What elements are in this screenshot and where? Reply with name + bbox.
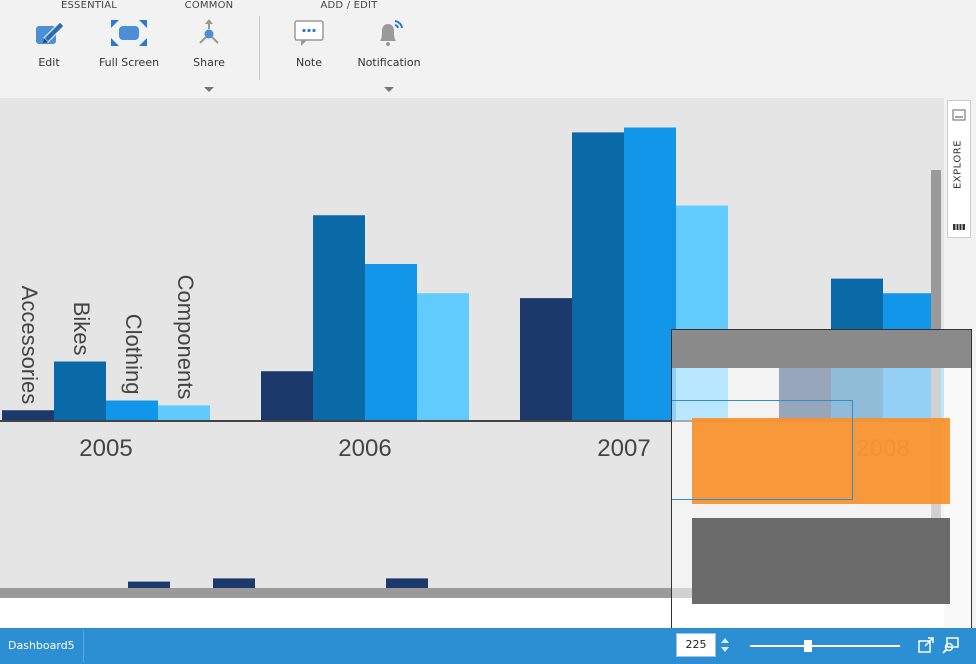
- bar-2005-clothing[interactable]: [106, 400, 158, 421]
- notification-button-label: Notification: [357, 56, 421, 69]
- category-label-2005: 2005: [79, 435, 132, 462]
- note-button[interactable]: Note: [274, 18, 344, 80]
- ribbon-separator: [259, 16, 260, 80]
- status-bar: Dashboard5 225: [0, 628, 976, 664]
- bar-2005-components[interactable]: [158, 405, 210, 420]
- series-label-accessories: Accessories: [17, 286, 42, 405]
- overview-bar: [386, 578, 428, 588]
- drag-preview-overlay: [671, 329, 972, 630]
- bar-2007-accessories[interactable]: [520, 298, 572, 420]
- edit-button[interactable]: Edit: [14, 18, 84, 80]
- selection-outline: [672, 400, 853, 500]
- full-screen-icon: [111, 20, 147, 46]
- grip-icon: [953, 224, 965, 230]
- bar-2007-bikes[interactable]: [572, 132, 624, 420]
- bar-2006-bikes[interactable]: [313, 215, 365, 420]
- explore-tab[interactable]: EXPLORE: [947, 100, 971, 238]
- edit-icon: [36, 21, 65, 44]
- zoom-window-icon[interactable]: [942, 636, 960, 654]
- zoom-input[interactable]: 225: [676, 633, 716, 657]
- full-screen-button-label: Full Screen: [98, 56, 160, 69]
- horizontal-scrollbar[interactable]: [0, 588, 944, 598]
- zoom-slider-thumb[interactable]: [804, 640, 812, 652]
- series-label-components: Components: [173, 275, 198, 400]
- note-button-label: Note: [295, 56, 323, 69]
- series-label-bikes: Bikes: [69, 302, 94, 356]
- explore-tab-label: EXPLORE: [952, 139, 964, 190]
- drop-target-highlight: [692, 418, 950, 504]
- category-label-2007: 2007: [597, 435, 650, 462]
- series-label-clothing: Clothing: [121, 314, 146, 395]
- bar-2006-clothing[interactable]: [365, 264, 417, 420]
- placeholder-block: [692, 518, 950, 604]
- group-label-add-edit: ADD / EDIT: [320, 0, 378, 11]
- bar-2005-accessories[interactable]: [2, 410, 54, 420]
- notification-bell-icon: [380, 20, 403, 46]
- overlay-header: [672, 330, 971, 368]
- ribbon-toolbar: ESSENTIAL COMMON ADD / EDIT Edit Full Sc…: [0, 0, 976, 98]
- overview-bar: [128, 581, 170, 588]
- bar-2006-components[interactable]: [417, 293, 469, 420]
- minimize-icon: [952, 109, 966, 121]
- share-button[interactable]: Share: [174, 18, 244, 80]
- group-label-essential: ESSENTIAL: [60, 0, 118, 11]
- share-button-label: Share: [193, 56, 225, 69]
- zoom-slider-track[interactable]: [750, 645, 900, 647]
- zoom-stepper-icon[interactable]: [720, 637, 730, 653]
- group-label-common: COMMON: [184, 0, 234, 11]
- bar-2006-accessories[interactable]: [261, 371, 313, 420]
- share-icon: [199, 19, 219, 44]
- notification-dropdown-caret-icon[interactable]: [384, 87, 394, 92]
- bar-2007-clothing[interactable]: [624, 127, 676, 421]
- bar-2005-bikes[interactable]: [54, 361, 106, 421]
- edit-button-label: Edit: [38, 56, 60, 69]
- note-icon: [294, 20, 324, 46]
- overview-bar: [213, 578, 255, 588]
- dashboard-tab[interactable]: Dashboard5: [0, 630, 84, 662]
- notification-button[interactable]: Notification: [354, 18, 424, 80]
- full-screen-button[interactable]: Full Screen: [94, 18, 164, 80]
- share-dropdown-caret-icon[interactable]: [204, 87, 214, 92]
- category-label-2006: 2006: [338, 435, 391, 462]
- fit-to-window-icon[interactable]: [917, 636, 935, 654]
